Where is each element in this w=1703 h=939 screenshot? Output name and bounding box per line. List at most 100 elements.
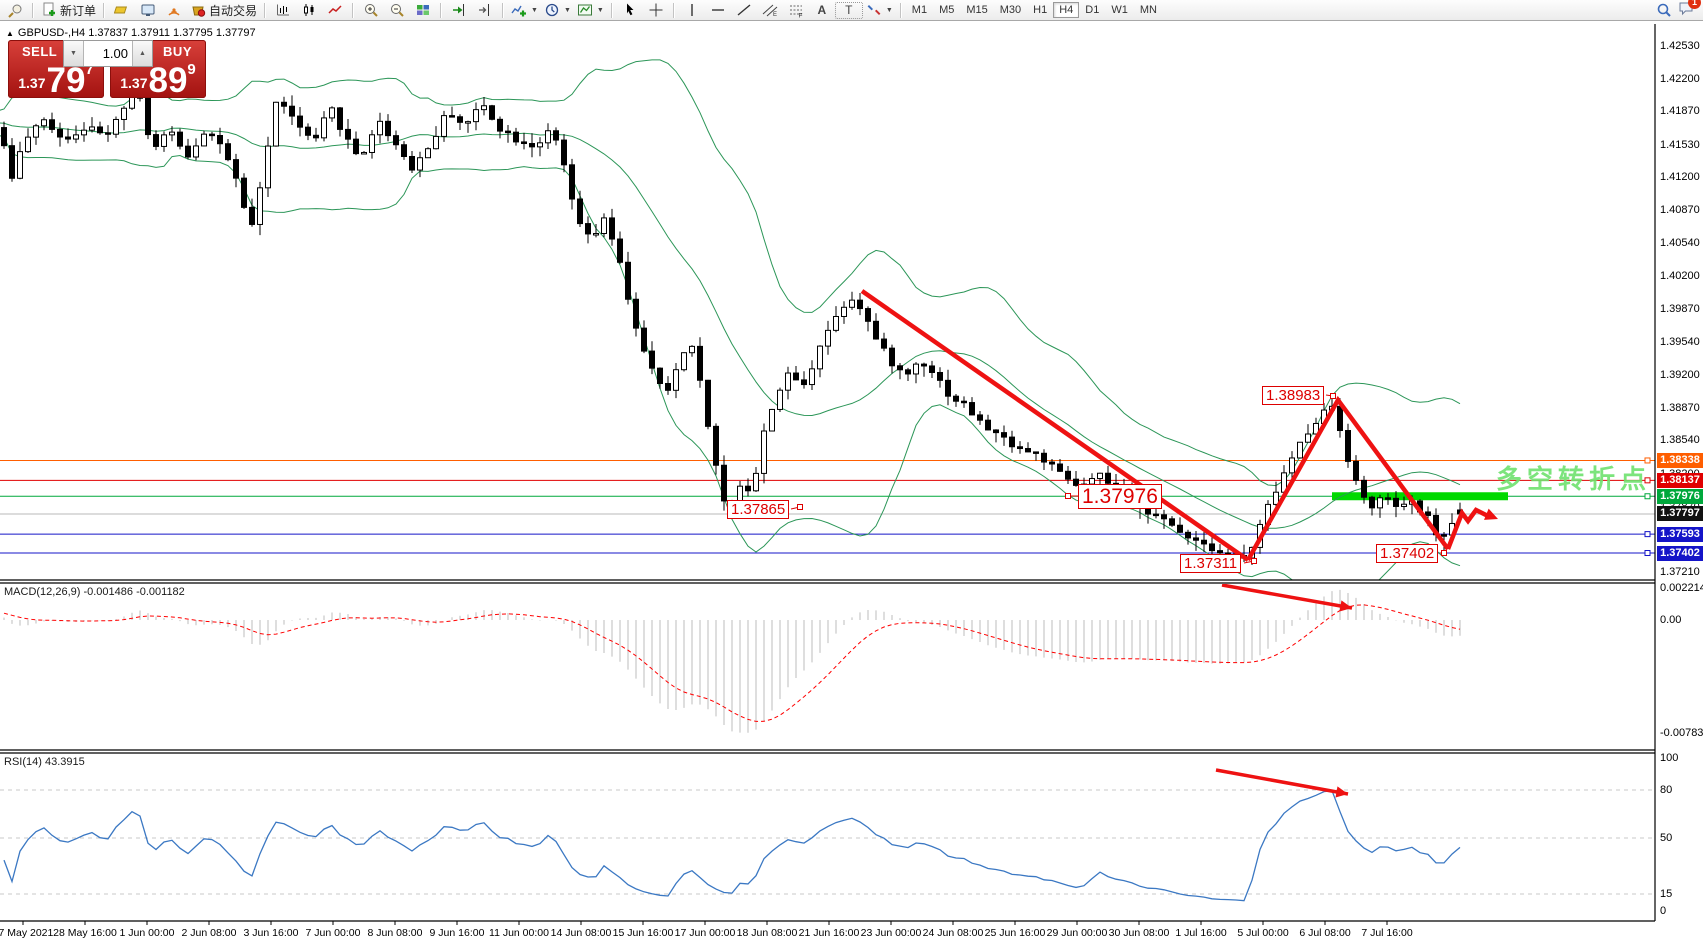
- buy-price-sup: 9: [187, 61, 196, 78]
- chart-shift-button[interactable]: [472, 1, 498, 20]
- main-toolbar: 新订单 自动交易 ▼ ▼: [0, 0, 1703, 21]
- timeframe-button-H4[interactable]: H4: [1053, 2, 1080, 18]
- volume-control: ▼ 1.00 ▲: [63, 40, 153, 67]
- price-line-badge: 1.37976: [1657, 488, 1703, 504]
- timeframe-button-W1[interactable]: W1: [1111, 4, 1128, 16]
- price-axis-tick: 1.39540: [1660, 335, 1700, 348]
- line-chart-icon: [328, 5, 342, 14]
- price-line-badge: 1.37593: [1657, 526, 1703, 542]
- rsi-axis-label: 15: [1660, 888, 1673, 900]
- channel-tool-button[interactable]: E: [757, 1, 783, 20]
- price-axis-tick: 1.39870: [1660, 302, 1700, 315]
- indicators-icon: [511, 5, 527, 17]
- volume-input[interactable]: 1.00: [102, 46, 128, 61]
- candlestick-chart-button[interactable]: [296, 1, 322, 20]
- crosshair-icon: [649, 3, 663, 17]
- bar-chart-icon: [277, 4, 290, 16]
- time-axis-label: 24 Jun 08:00: [922, 927, 984, 939]
- timeframe-button-MN[interactable]: MN: [1139, 4, 1157, 16]
- chart-window[interactable]: ▲ GBPUSD-,H4 1.37837 1.37911 1.37795 1.37…: [0, 22, 1703, 939]
- price-axis-tick: 1.37210: [1660, 565, 1700, 578]
- highlighter-button[interactable]: [109, 1, 135, 20]
- volume-increase-button[interactable]: ▲: [132, 41, 152, 66]
- macd-indicator-label: MACD(12,26,9) -0.001486 -0.001182: [4, 586, 185, 598]
- auto-scroll-button[interactable]: [446, 1, 472, 20]
- text-label-tool-button[interactable]: T: [834, 1, 863, 19]
- new-order-button[interactable]: 新订单: [38, 1, 99, 20]
- zoom-out-button[interactable]: [384, 1, 410, 20]
- annotation-text[interactable]: 多空转折点: [1496, 464, 1652, 494]
- timeframe-button-H1[interactable]: H1: [1033, 4, 1048, 16]
- timeframe-button-M30[interactable]: M30: [999, 4, 1022, 16]
- separator: [32, 2, 34, 18]
- buy-button[interactable]: BUY 1.37 89 9: [110, 40, 206, 98]
- bar-chart-button[interactable]: [270, 1, 296, 20]
- indicators-button[interactable]: ▼: [508, 1, 541, 20]
- fibonacci-icon: F: [789, 5, 802, 19]
- symbol-ohlc-line: ▲ GBPUSD-,H4 1.37837 1.37911 1.37795 1.37…: [6, 27, 256, 39]
- price-axis-tick: 1.41200: [1660, 171, 1700, 184]
- rsi-indicator-label: RSI(14) 43.3915: [4, 756, 85, 768]
- text-tool-button[interactable]: A: [809, 1, 835, 20]
- time-axis-label: 11 Jun 00:00: [489, 927, 549, 939]
- timeframe-button-M1[interactable]: M1: [911, 4, 928, 16]
- tile-windows-button[interactable]: [410, 1, 436, 20]
- chart-canvas[interactable]: [0, 22, 1656, 939]
- chart-shift-icon: [479, 4, 490, 16]
- arrows-tool-button[interactable]: ▼: [863, 1, 896, 20]
- collapse-arrow-icon[interactable]: ▲: [6, 29, 14, 38]
- crosshair-tool-button[interactable]: [643, 1, 669, 20]
- price-callout[interactable]: 1.38983: [1262, 386, 1325, 405]
- text-label-tool-icon: T: [845, 3, 853, 17]
- price-callout[interactable]: 1.37865: [727, 500, 790, 519]
- sell-price-big: 79: [46, 61, 86, 101]
- zoom-in-icon: [365, 4, 378, 17]
- one-click-trading-panel: SELL 1.37 79 7 BUY 1.37 89 9 ▼ 1.00 ▲: [8, 40, 206, 98]
- fibonacci-tool-button[interactable]: F: [783, 1, 809, 20]
- cursor-tool-button[interactable]: [617, 1, 643, 20]
- expert-advisors-button[interactable]: [135, 1, 161, 20]
- zoom-in-button[interactable]: [358, 1, 384, 20]
- volume-decrease-button[interactable]: ▼: [64, 41, 84, 66]
- chat-button[interactable]: 1: [1678, 0, 1701, 21]
- price-axis-tick: 1.39200: [1660, 369, 1700, 382]
- new-order-label: 新订单: [60, 3, 97, 18]
- horizontal-line-icon: [711, 9, 724, 11]
- sell-label: SELL: [22, 44, 58, 59]
- periods-button[interactable]: ▼: [541, 1, 574, 20]
- horizontal-line-tool-button[interactable]: [705, 1, 731, 20]
- highlighter-icon: [114, 6, 128, 14]
- periods-clock-icon: [545, 3, 559, 17]
- trendline-tool-button[interactable]: [731, 1, 757, 20]
- sell-price-sup: 7: [85, 61, 94, 78]
- rsi-axis-label: 0: [1660, 905, 1667, 917]
- price-callout[interactable]: 1.37402: [1376, 544, 1439, 563]
- macd-axis-label: 0.00: [1660, 614, 1682, 626]
- price-line-badge: 1.37402: [1657, 545, 1703, 561]
- search-icon[interactable]: [1656, 2, 1672, 18]
- separator: [440, 2, 443, 18]
- timeframe-button-M15[interactable]: M15: [966, 4, 988, 16]
- time-axis-label: 30 Jun 08:00: [1108, 927, 1170, 939]
- time-axis-label: 6 Jul 08:00: [1299, 927, 1351, 939]
- price-callout[interactable]: 1.37976: [1078, 484, 1162, 509]
- vertical-line-tool-button[interactable]: [679, 1, 705, 20]
- timeframe-button-D1[interactable]: D1: [1085, 4, 1100, 16]
- templates-button[interactable]: ▼: [574, 1, 607, 20]
- macd-axis-label: 0.002214: [1660, 582, 1703, 594]
- clipped-window-icon[interactable]: [2, 1, 28, 20]
- current-price-badge: 1.37797: [1657, 506, 1703, 522]
- time-axis-label: 3 Jun 16:00: [243, 927, 299, 939]
- price-callout[interactable]: 1.37311: [1180, 554, 1242, 573]
- autotrading-button[interactable]: 自动交易: [187, 1, 260, 20]
- time-axis-label: 1 Jun 00:00: [119, 927, 175, 939]
- signals-button[interactable]: [161, 1, 187, 20]
- timeframe-button-M5[interactable]: M5: [939, 4, 955, 16]
- notification-badge: 1: [1688, 0, 1701, 9]
- svg-text:F: F: [798, 13, 802, 19]
- equidistant-channel-icon: E: [762, 4, 778, 18]
- buy-price-big: 89: [148, 61, 188, 101]
- time-axis-label: 23 Jun 00:00: [860, 927, 922, 939]
- separator: [352, 2, 355, 18]
- line-chart-button[interactable]: [322, 1, 348, 20]
